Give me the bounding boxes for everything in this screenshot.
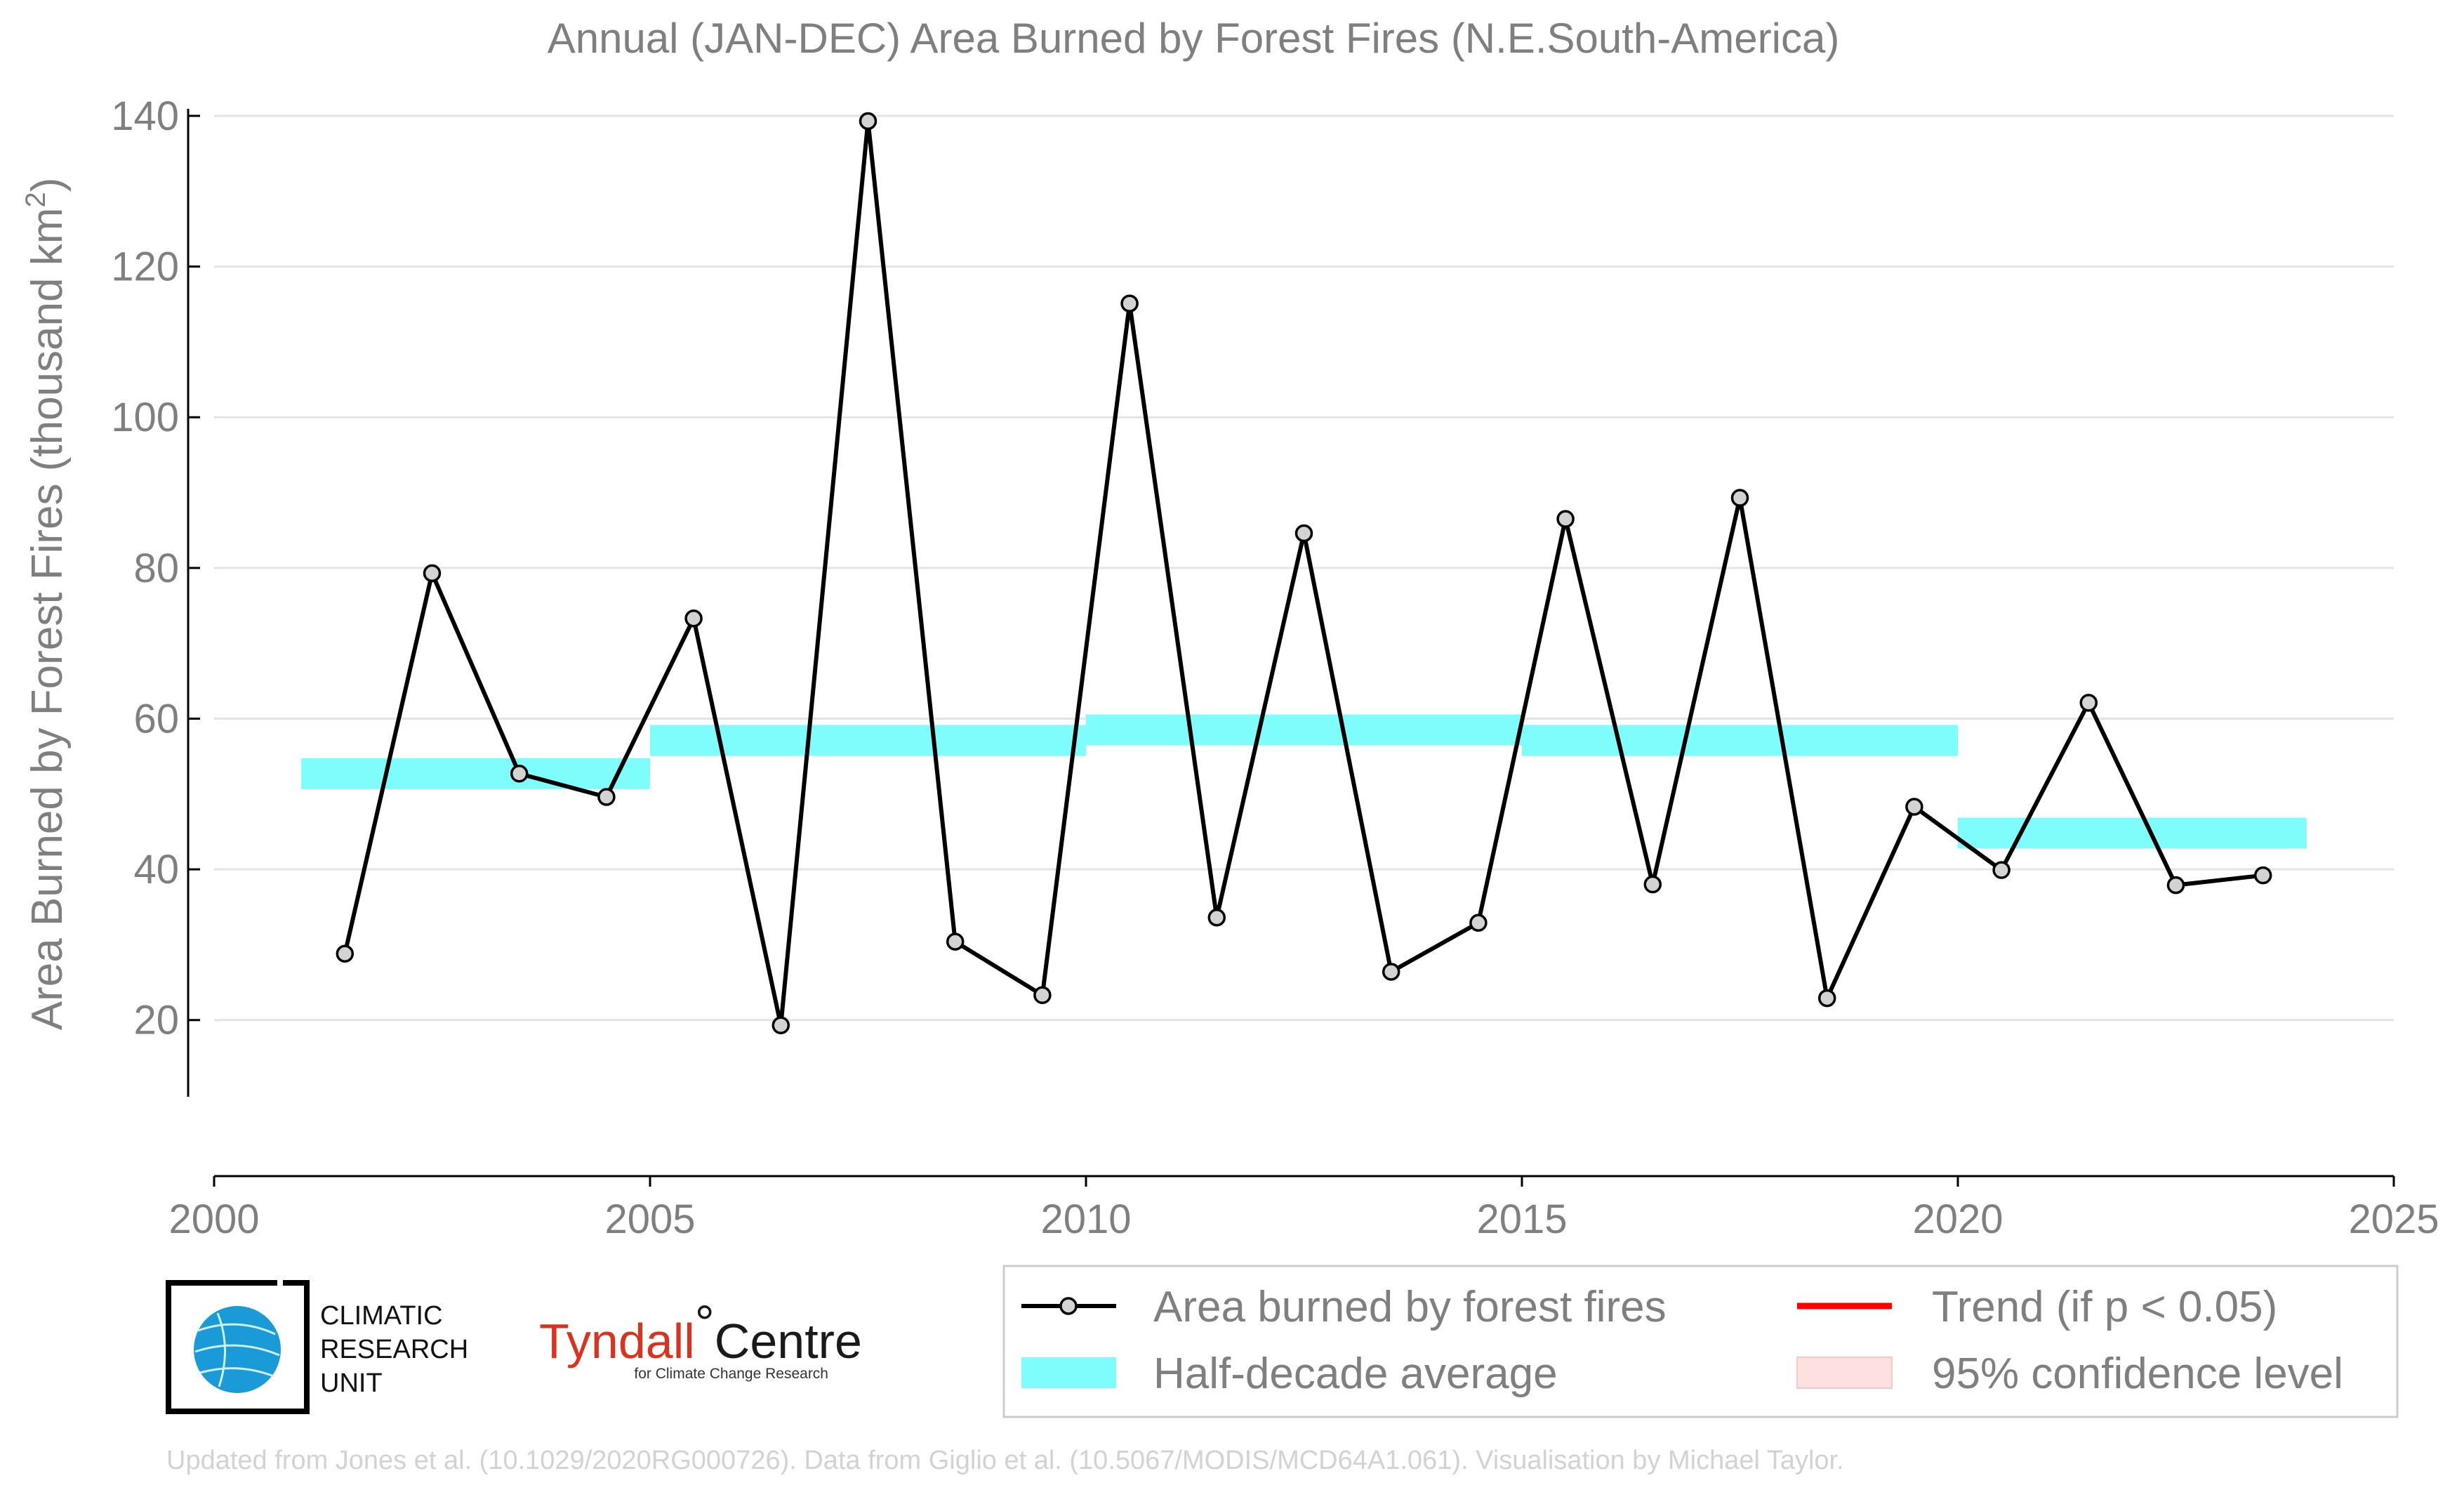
area-burned-series	[336, 112, 2272, 1034]
data-point-2001.5	[336, 944, 355, 963]
credit-line: Updated from Jones et al. (10.1029/2020R…	[166, 1446, 1844, 1475]
data-point-2013.5	[1382, 963, 1400, 981]
tyndall-wordmark: Tyndall°Centre	[539, 1295, 862, 1369]
y-tick-labels: 20 40 60 80 100 120 140	[111, 93, 200, 1043]
half-decade-bar-2010	[1086, 714, 1522, 746]
data-point-2012.5	[1294, 524, 1313, 543]
half-decade-bar-2015	[1522, 725, 1958, 756]
chart-title: Annual (JAN-DEC) Area Burned by Forest F…	[548, 15, 1840, 62]
legend-swatch-marker	[1059, 1297, 1078, 1315]
y-tick-label-60: 60	[133, 696, 179, 741]
half-decade-bar-2001	[301, 758, 650, 789]
data-point-2022.5	[2166, 876, 2185, 895]
x-tick-label-2005: 2005	[604, 1196, 695, 1242]
y-tick-label-80: 80	[133, 546, 179, 591]
data-point-2004.5	[597, 788, 616, 806]
cru-logo: CLIMATIC RESEARCH UNIT	[166, 1280, 468, 1414]
data-point-2007.5	[859, 112, 877, 131]
x-tick-label-2000: 2000	[168, 1196, 259, 1242]
tyndall-logo: Tyndall°Centre for Climate Change Resear…	[539, 1295, 862, 1382]
data-point-2018.5	[1817, 989, 1836, 1008]
legend-swatch-confidence	[1796, 1357, 1893, 1389]
x-tick-label-2020: 2020	[1912, 1196, 2003, 1242]
data-point-2010.5	[1120, 294, 1139, 312]
cru-globe	[194, 1306, 281, 1393]
cru-line-1: CLIMATIC	[320, 1301, 443, 1331]
cru-logo-frame-right	[187, 1280, 310, 1414]
legend: Area burned by forest fires Trend (if p …	[1002, 1265, 2399, 1418]
y-tick-label-140: 140	[111, 93, 179, 139]
data-point-2005.5	[684, 609, 703, 628]
y-axis-label-main: Area Burned by Forest Fires (thousand km	[23, 208, 72, 1031]
legend-label-half-decade: Half-decade average	[1153, 1350, 1558, 1398]
y-tick-label-40: 40	[133, 847, 179, 892]
cru-line-2: RESEARCH	[320, 1335, 468, 1364]
y-tick-label-100: 100	[111, 395, 179, 440]
data-point-2016.5	[1643, 875, 1662, 894]
data-point-2014.5	[1469, 914, 1488, 932]
data-point-2009.5	[1033, 986, 1052, 1005]
y-tick-label-120: 120	[111, 244, 179, 290]
data-point-2020.5	[1992, 861, 2011, 879]
tyndall-centre: Centre	[715, 1314, 862, 1369]
half-decade-bar-2020	[1958, 817, 2307, 849]
y-axis-label: Area Burned by Forest Fires (thousand km…	[20, 178, 72, 1031]
data-point-2002.5	[423, 564, 442, 583]
y-axis-label-close: )	[23, 178, 72, 192]
y-tick-label-20: 20	[133, 998, 179, 1043]
data-point-2003.5	[510, 765, 529, 783]
cru-globe-lines	[194, 1312, 280, 1387]
x-tick-labels: 2000 2005 2010 2015 2020 2025	[168, 1176, 2439, 1242]
tyndall-subtitle: for Climate Change Research	[634, 1366, 828, 1382]
data-point-2021.5	[2079, 694, 2098, 712]
data-point-2008.5	[946, 932, 965, 951]
legend-label-trend: Trend (if p < 0.05)	[1932, 1283, 2277, 1331]
cru-line-3: UNIT	[320, 1369, 383, 1398]
y-axis-label-sup: 2	[20, 192, 51, 207]
legend-label-confidence: 95% confidence level	[1932, 1350, 2343, 1398]
data-point-2006.5	[771, 1016, 790, 1034]
x-tick-label-2025: 2025	[2348, 1196, 2439, 1242]
x-tick-label-2015: 2015	[1476, 1196, 1567, 1242]
tyndall-degree: °	[695, 1295, 715, 1350]
legend-box	[1002, 1265, 2399, 1418]
data-point-2015.5	[1556, 510, 1575, 528]
data-point-2023.5	[2253, 866, 2272, 885]
data-point-2019.5	[1905, 798, 1923, 816]
cru-logo-frame	[166, 1280, 277, 1414]
tyndall-name: Tyndall	[539, 1314, 695, 1369]
legend-label-area-burned: Area burned by forest fires	[1153, 1283, 1667, 1331]
legend-swatch-half-decade	[1021, 1357, 1116, 1388]
x-tick-label-2010: 2010	[1040, 1196, 1131, 1242]
data-point-2017.5	[1730, 489, 1749, 507]
data-point-2011.5	[1207, 909, 1226, 927]
